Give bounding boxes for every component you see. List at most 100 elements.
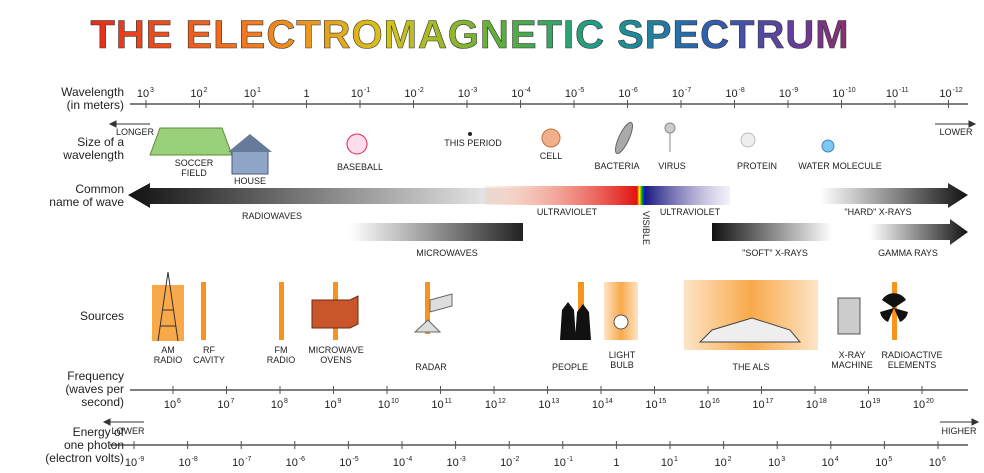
wave-name: "SOFT" X-RAYS bbox=[742, 248, 808, 258]
soccer-field-icon bbox=[150, 128, 232, 155]
frequency-tick-exponent: 14 bbox=[605, 398, 613, 405]
frequency-tick-exponent: 9 bbox=[338, 398, 342, 405]
direction-label: LOWER bbox=[111, 426, 145, 436]
wavelength-tick-exponent: -4 bbox=[525, 87, 531, 94]
light-bulb-glow bbox=[604, 282, 638, 340]
wavelength-tick-exponent: 1 bbox=[257, 87, 261, 94]
period-icon bbox=[468, 132, 472, 136]
wavelength-tick-exponent: 2 bbox=[204, 87, 208, 94]
energy-tick-exponent: -5 bbox=[352, 456, 358, 463]
size-label: SOCCER bbox=[175, 158, 214, 168]
protein-icon bbox=[741, 133, 755, 147]
frequency-tick-exponent: 10 bbox=[391, 398, 399, 405]
virus-icon bbox=[665, 123, 675, 133]
source-label: BULB bbox=[610, 360, 634, 370]
row-label: wavelength bbox=[62, 148, 124, 162]
wavelength-tick: 10 bbox=[779, 88, 791, 100]
wavelength-tick: 10 bbox=[458, 88, 470, 100]
row-label: Common bbox=[75, 182, 124, 196]
source-label: RF bbox=[203, 345, 215, 355]
gamma-ray-band bbox=[870, 219, 968, 245]
wavelength-tick: 10 bbox=[565, 88, 577, 100]
energy-tick-exponent: -3 bbox=[460, 456, 466, 463]
energy-tick-exponent: 6 bbox=[942, 456, 946, 463]
source-label: PEOPLE bbox=[552, 362, 588, 372]
size-label: VIRUS bbox=[658, 161, 686, 171]
energy-tick: 10 bbox=[714, 457, 726, 469]
soft-xray-band bbox=[712, 223, 832, 241]
energy-tick-exponent: 2 bbox=[728, 456, 732, 463]
row-label: Frequency bbox=[67, 369, 124, 383]
row-label: Wavelength bbox=[61, 85, 124, 99]
wavelength-tick: 10 bbox=[404, 88, 416, 100]
diagram: THE ELECTROMAGNETIC SPECTRUM Wavelength(… bbox=[0, 0, 984, 473]
wavelength-tick-exponent: -5 bbox=[578, 87, 584, 94]
source-label: AM bbox=[161, 345, 175, 355]
infrared-band bbox=[485, 186, 638, 205]
row-label: (in meters) bbox=[67, 98, 124, 112]
frequency-tick-exponent: 16 bbox=[712, 398, 720, 405]
frequency-tick: 10 bbox=[164, 399, 176, 411]
size-label: HOUSE bbox=[234, 176, 266, 186]
energy-tick: 10 bbox=[339, 457, 351, 469]
wavelength-tick: 10 bbox=[351, 88, 363, 100]
wavelength-tick-exponent: -11 bbox=[899, 87, 909, 94]
people-icon bbox=[560, 302, 591, 340]
frequency-tick: 10 bbox=[752, 399, 764, 411]
house-roof bbox=[228, 134, 272, 152]
bacteria-icon bbox=[612, 120, 635, 155]
frequency-tick: 10 bbox=[699, 399, 711, 411]
source-label: CAVITY bbox=[193, 355, 225, 365]
size-label: CELL bbox=[540, 151, 563, 161]
wavelength-tick: 10 bbox=[939, 88, 951, 100]
energy-tick: 10 bbox=[768, 457, 780, 469]
energy-tick-exponent: 1 bbox=[674, 456, 678, 463]
wavelength-tick: 10 bbox=[618, 88, 630, 100]
row-label: Size of a bbox=[77, 135, 124, 149]
wavelength-tick-exponent: -8 bbox=[739, 87, 745, 94]
frequency-tick: 10 bbox=[592, 399, 604, 411]
wavelength-tick-exponent: -2 bbox=[418, 87, 424, 94]
wave-name: ULTRAVIOLET bbox=[660, 207, 721, 217]
energy-tick: 10 bbox=[393, 457, 405, 469]
energy-tick-exponent: -6 bbox=[299, 456, 305, 463]
energy-tick-exponent: -4 bbox=[406, 456, 412, 463]
frequency-tick: 10 bbox=[378, 399, 390, 411]
wavelength-tick: 10 bbox=[511, 88, 523, 100]
frequency-tick-exponent: 11 bbox=[445, 398, 452, 405]
frequency-tick-exponent: 20 bbox=[926, 398, 934, 405]
frequency-tick: 10 bbox=[485, 399, 497, 411]
energy-tick: 10 bbox=[178, 457, 190, 469]
wavelength-tick: 10 bbox=[137, 88, 149, 100]
wave-name: "HARD" X-RAYS bbox=[844, 207, 911, 217]
radar-icon bbox=[415, 294, 452, 332]
wavelength-tick-exponent: -1 bbox=[364, 87, 370, 94]
source-label: FM bbox=[275, 345, 288, 355]
wave-name: VISIBLE bbox=[641, 211, 651, 245]
ultraviolet-band bbox=[645, 186, 730, 205]
frequency-tick-exponent: 13 bbox=[552, 398, 560, 405]
wave-name: RADIOWAVES bbox=[242, 211, 302, 221]
energy-tick: 10 bbox=[822, 457, 834, 469]
wavelength-tick-exponent: -12 bbox=[953, 87, 963, 94]
wavelength-tick: 10 bbox=[244, 88, 256, 100]
row-label: (waves per bbox=[65, 382, 124, 396]
frequency-tick: 10 bbox=[538, 399, 550, 411]
wave-name: GAMMA RAYS bbox=[878, 248, 938, 258]
wave-name: MICROWAVES bbox=[416, 248, 478, 258]
frequency-tick-exponent: 6 bbox=[177, 398, 181, 405]
size-label: PROTEIN bbox=[737, 161, 777, 171]
rf-cavity-bar bbox=[201, 282, 206, 340]
wavelength-tick-exponent: 3 bbox=[150, 87, 154, 94]
energy-higher-arrow bbox=[940, 419, 978, 425]
fm-radio-bar bbox=[279, 282, 284, 340]
frequency-tick: 10 bbox=[806, 399, 818, 411]
energy-tick: 10 bbox=[554, 457, 566, 469]
x-ray-machine-icon bbox=[838, 298, 860, 334]
energy-tick-exponent: -7 bbox=[245, 456, 251, 463]
frequency-tick-exponent: 7 bbox=[231, 398, 235, 405]
energy-tick: 10 bbox=[232, 457, 244, 469]
size-label: BASEBALL bbox=[337, 162, 383, 172]
source-label: MICROWAVE bbox=[308, 345, 364, 355]
size-label: FIELD bbox=[181, 168, 207, 178]
